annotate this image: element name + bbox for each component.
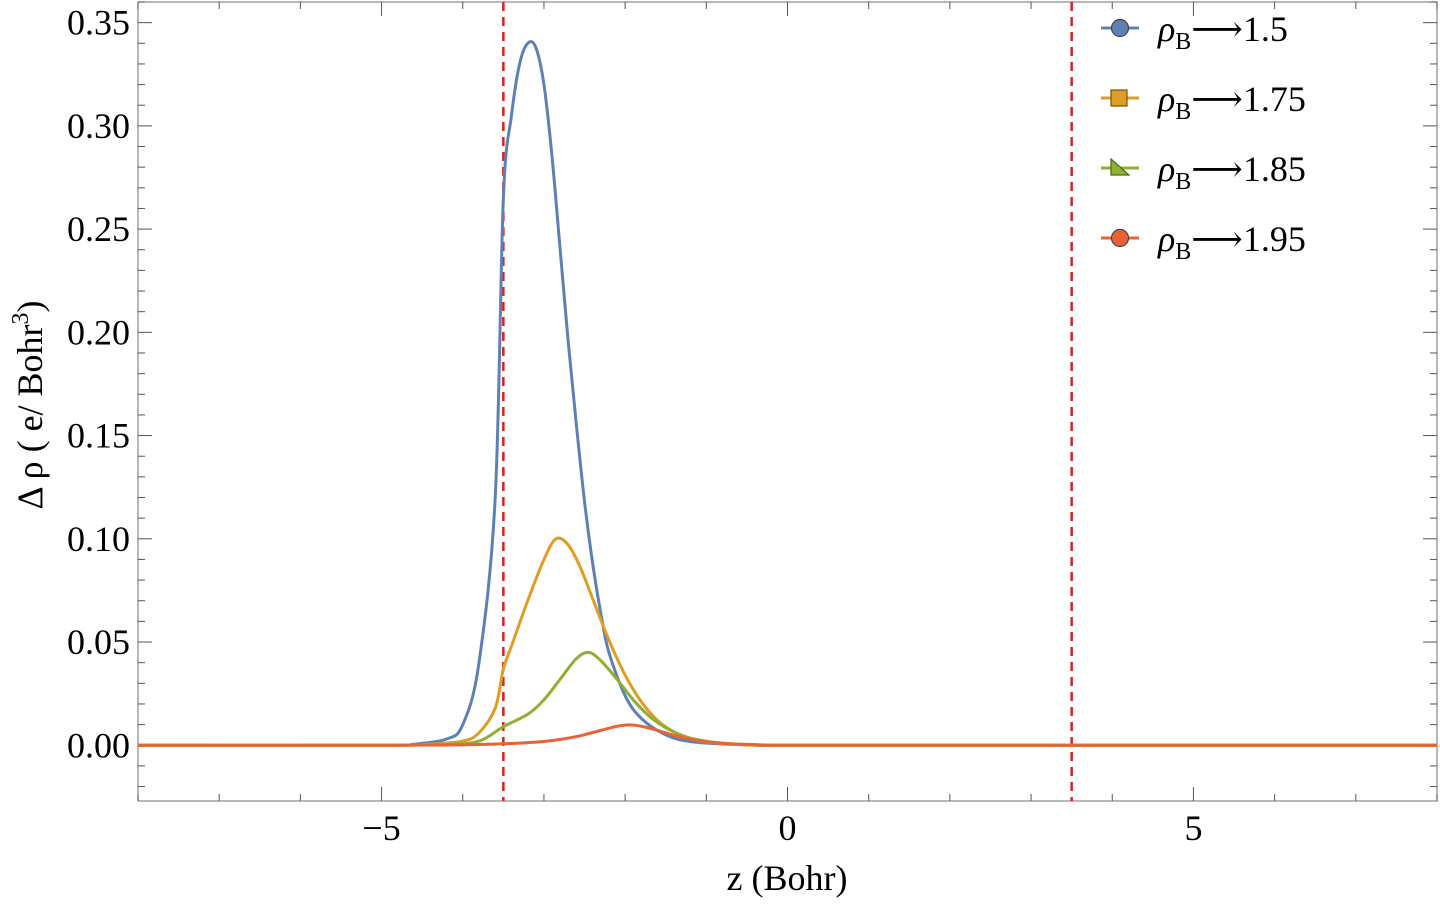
y-axis-title: Δ ρ ( e/ Bohr3) — [8, 300, 50, 509]
data-series — [137, 40, 1437, 747]
y-axis-title-end: ) — [10, 300, 50, 312]
y-tick-label: 0.20 — [67, 312, 130, 352]
circle-marker-icon — [1110, 228, 1130, 248]
axis-ticks — [137, 1, 1438, 801]
x-axis-title: z (Bohr) — [727, 858, 848, 898]
x-tick-label: 5 — [1184, 808, 1202, 848]
legend-label: ρB⟶1.85 — [1157, 149, 1306, 195]
x-tick-label: 0 — [779, 808, 797, 848]
plot-border — [137, 1, 1438, 802]
y-tick-label: 0.10 — [67, 519, 130, 559]
series-line-2 — [137, 536, 1437, 747]
legend-label: ρB⟶1.75 — [1157, 79, 1306, 125]
series-line-4 — [137, 723, 1437, 747]
y-tick-label: 0.15 — [67, 416, 130, 456]
legend-label: ρB⟶1.5 — [1157, 9, 1288, 55]
series-line-1 — [137, 40, 1437, 747]
square-marker-icon — [1110, 89, 1128, 107]
y-axis-title-exponent: 3 — [8, 312, 34, 324]
y-axis-title-main: Δ ρ ( e/ Bohr — [10, 324, 50, 509]
legend-label: ρB⟶1.95 — [1157, 219, 1306, 265]
y-tick-label: 0.05 — [67, 622, 130, 662]
y-tick-label: 0.35 — [67, 3, 130, 43]
y-tick-label: 0.30 — [67, 106, 130, 146]
legend: ρB⟶1.5 ρB⟶1.75 ρB⟶1.85 ρB⟶1.95 — [1101, 9, 1306, 265]
plot-frame — [137, 1, 1438, 802]
tick-labels: −5 0 5 0.00 0.05 0.10 0.15 0.20 0.25 0.30 0.35 — [67, 3, 1202, 848]
x-tick-label: −5 — [362, 808, 400, 848]
circle-marker-icon — [1110, 18, 1130, 38]
reference-lines — [502, 2, 1073, 801]
series-line-3 — [137, 650, 1437, 747]
y-tick-label: 0.00 — [67, 725, 130, 765]
triangle-marker-icon — [1110, 157, 1131, 176]
y-tick-label: 0.25 — [67, 209, 130, 249]
